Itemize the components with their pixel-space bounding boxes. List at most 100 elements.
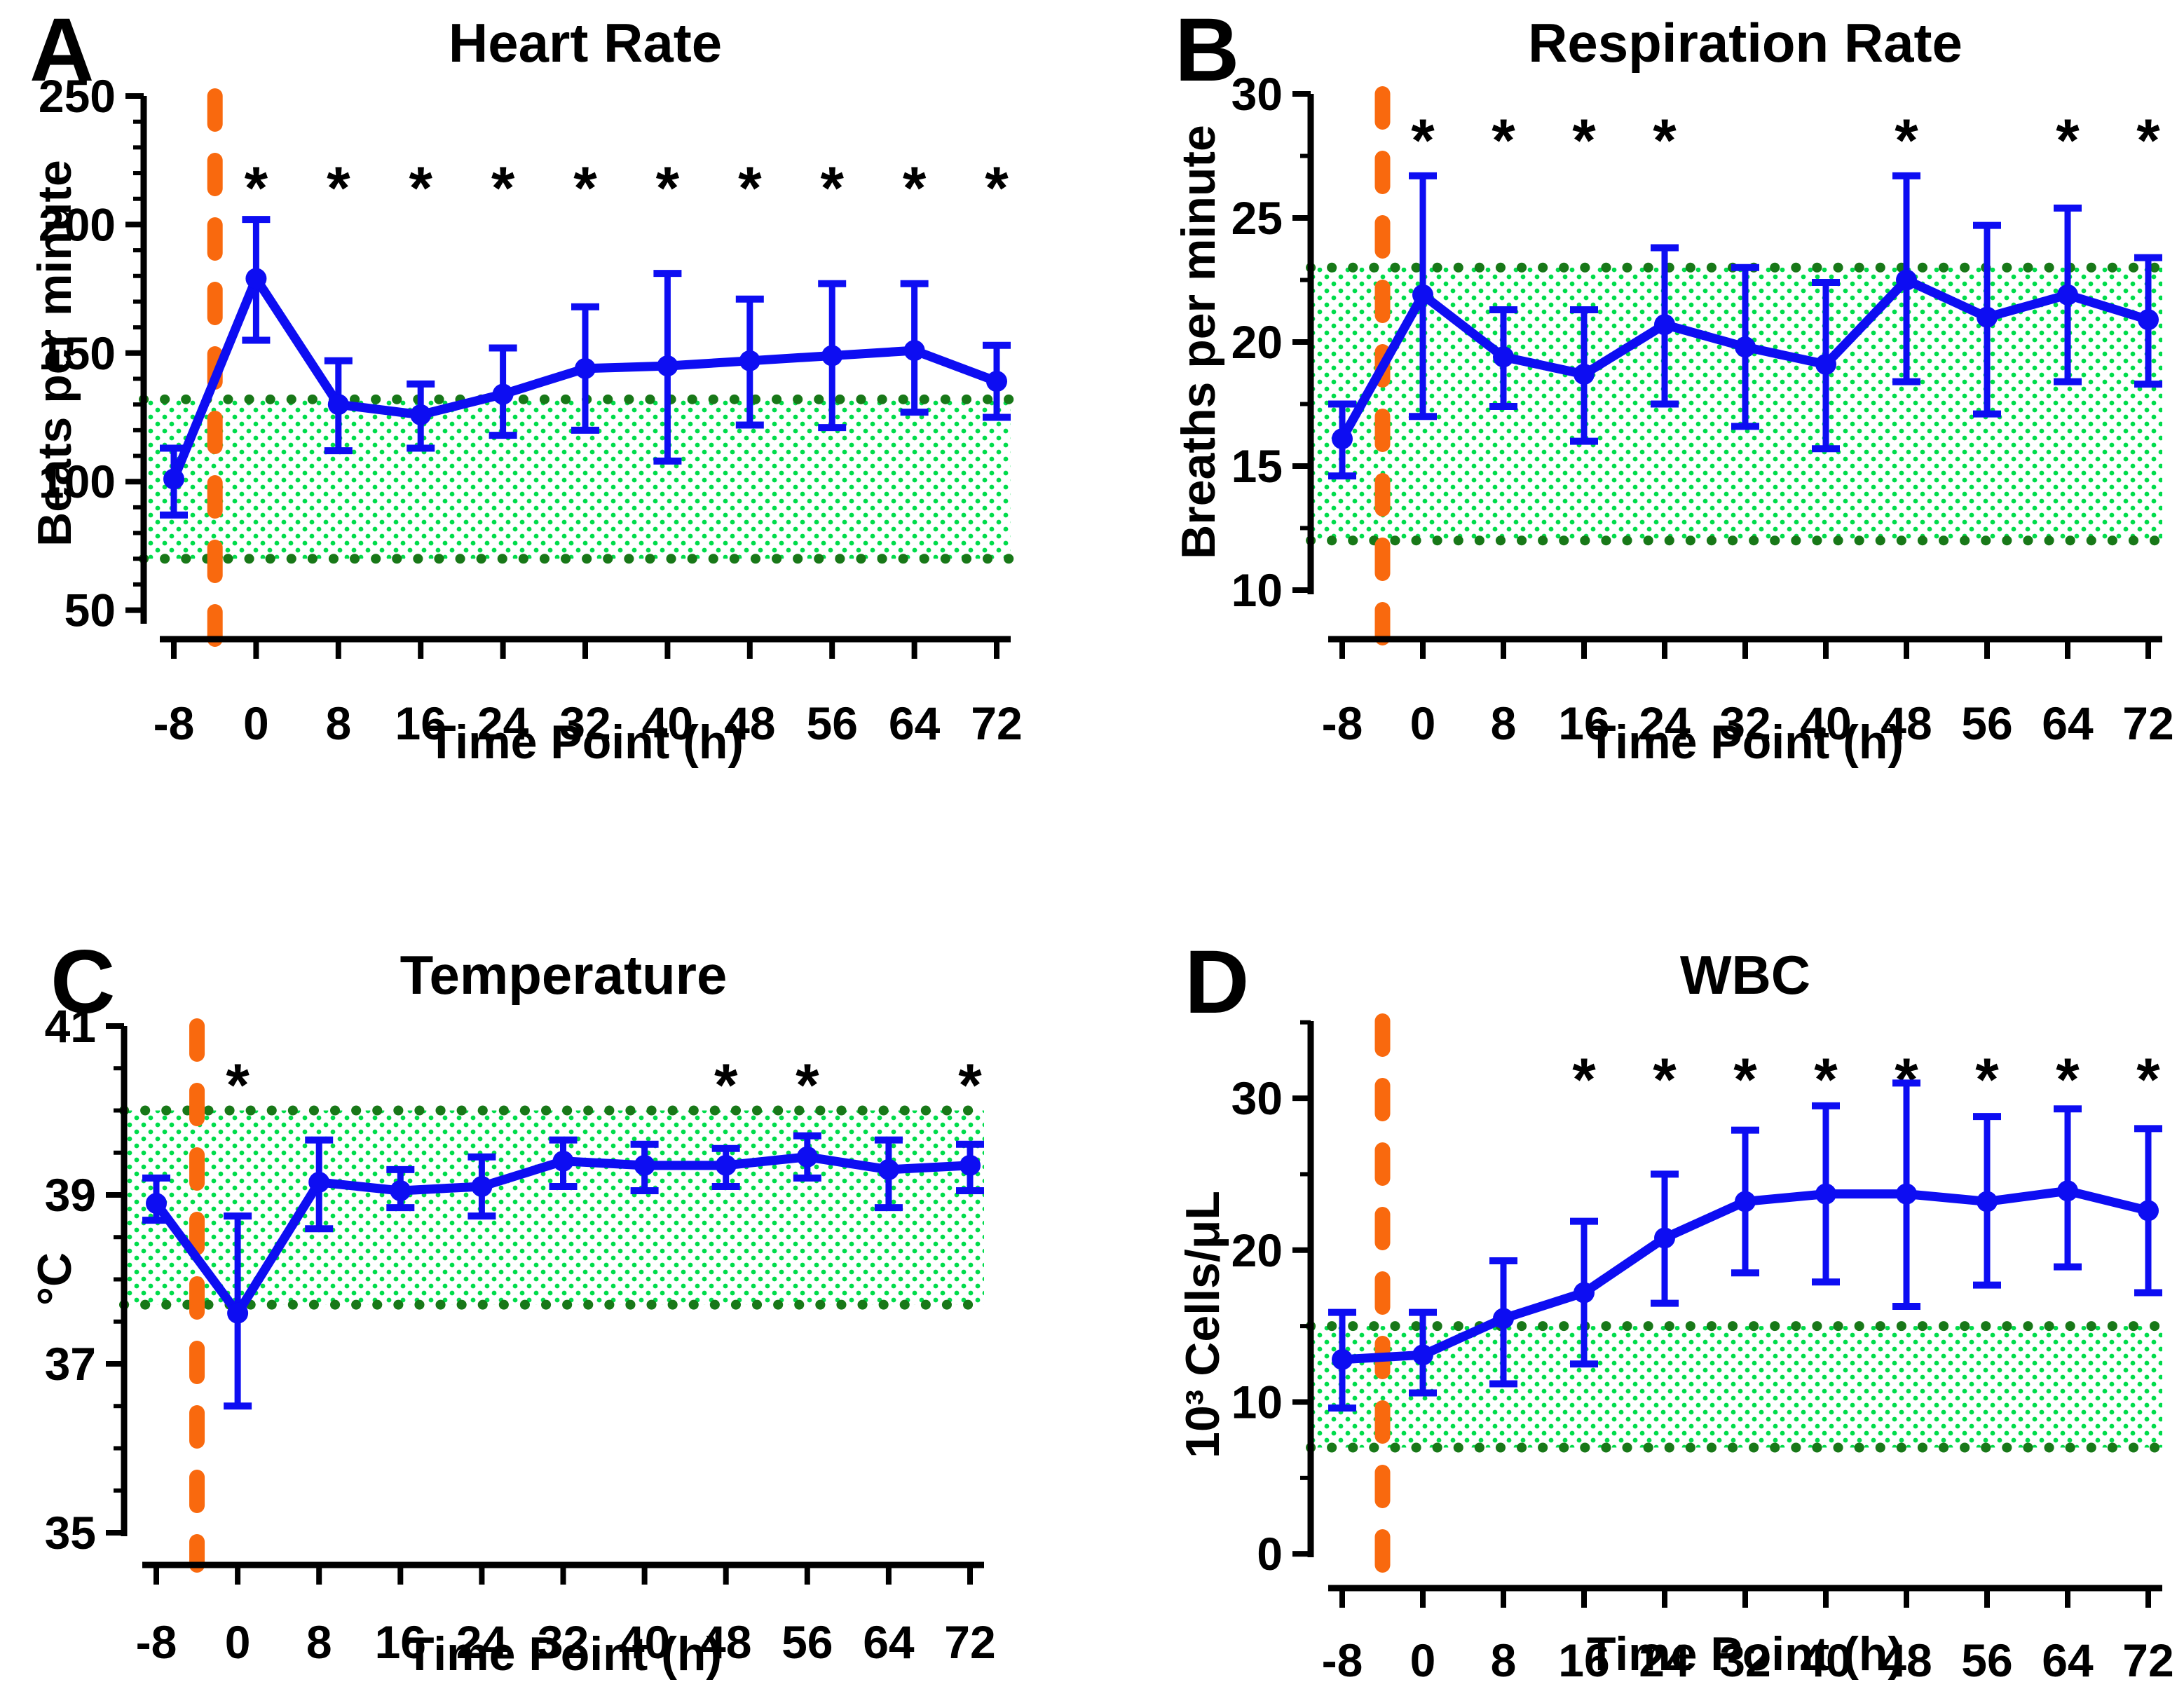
svg-text:56: 56: [1961, 1634, 2012, 1682]
svg-text:*: *: [985, 155, 1009, 222]
svg-text:40: 40: [1800, 697, 1851, 749]
svg-text:*: *: [2136, 1046, 2160, 1114]
svg-text:*: *: [656, 155, 680, 222]
svg-text:37: 37: [45, 1338, 96, 1390]
svg-text:*: *: [796, 1052, 819, 1119]
svg-text:10: 10: [1231, 1376, 1283, 1428]
svg-text:20: 20: [1231, 1224, 1283, 1276]
svg-text:*: *: [1733, 1046, 1757, 1114]
svg-text:*: *: [409, 155, 432, 222]
svg-text:48: 48: [1881, 697, 1932, 749]
svg-text:*: *: [2056, 1046, 2080, 1114]
svg-text:56: 56: [806, 697, 857, 749]
svg-text:32: 32: [559, 697, 610, 749]
svg-text:16: 16: [395, 697, 446, 749]
svg-text:56: 56: [1961, 697, 2012, 749]
svg-text:*: *: [491, 155, 515, 222]
svg-text:*: *: [573, 155, 597, 222]
svg-text:10: 10: [1231, 564, 1283, 616]
svg-text:64: 64: [889, 697, 941, 749]
svg-text:24: 24: [1639, 697, 1691, 749]
svg-text:32: 32: [1719, 697, 1770, 749]
svg-text:24: 24: [477, 697, 529, 749]
panel-letter-a: A: [29, 0, 95, 100]
svg-text:40: 40: [642, 697, 693, 749]
svg-text:*: *: [958, 1052, 982, 1119]
chart-title-respiration-rate: Respiration Rate: [1528, 12, 1963, 74]
chart-title-heart-rate: Heart Rate: [448, 12, 723, 74]
svg-text:48: 48: [724, 697, 775, 749]
x-axis-title-respiration-rate: Time Point (h): [1586, 716, 1904, 769]
svg-text:39: 39: [45, 1169, 96, 1221]
svg-text:20: 20: [1231, 316, 1283, 368]
svg-text:72: 72: [971, 697, 1022, 749]
svg-text:72: 72: [2122, 697, 2173, 749]
x-axis-title-heart-rate: Time Point (h): [426, 716, 744, 769]
chart-title-wbc: WBC: [1679, 944, 1811, 1006]
svg-text:48: 48: [700, 1616, 751, 1668]
svg-text:*: *: [245, 155, 268, 222]
chart-title-temperature: Temperature: [400, 944, 728, 1006]
svg-text:8: 8: [325, 697, 351, 749]
svg-text:*: *: [1572, 1046, 1596, 1114]
svg-text:*: *: [1411, 107, 1435, 175]
svg-text:64: 64: [2042, 1634, 2094, 1682]
x-axis-title-temperature: Time Point (h): [404, 1627, 723, 1681]
panel-letter-b: B: [1175, 0, 1240, 100]
svg-text:-8: -8: [1322, 1634, 1363, 1682]
svg-text:*: *: [738, 155, 762, 222]
svg-text:48: 48: [1881, 1634, 1932, 1682]
svg-text:*: *: [1572, 107, 1596, 175]
svg-text:8: 8: [1491, 697, 1517, 749]
svg-text:0: 0: [1410, 697, 1436, 749]
svg-text:16: 16: [1558, 697, 1609, 749]
svg-text:*: *: [1975, 1046, 1999, 1114]
svg-text:*: *: [1653, 107, 1677, 175]
svg-text:200: 200: [39, 198, 116, 250]
panel-letter-d: D: [1185, 932, 1250, 1032]
svg-text:*: *: [1895, 107, 1918, 175]
svg-text:*: *: [327, 155, 350, 222]
svg-text:50: 50: [64, 584, 116, 636]
svg-text:*: *: [820, 155, 844, 222]
svg-text:8: 8: [1491, 1634, 1517, 1682]
svg-text:0: 0: [243, 697, 269, 749]
svg-text:32: 32: [538, 1616, 589, 1668]
svg-text:16: 16: [1558, 1634, 1609, 1682]
heart-rate-line-chart: 50 100 150 200 250 -8 0 8 16 24 32 40 48 56 64 72 * * * * * *…: [39, 70, 1023, 749]
svg-text:16: 16: [375, 1616, 426, 1668]
svg-text:64: 64: [2042, 697, 2094, 749]
svg-text:0: 0: [1410, 1634, 1436, 1682]
svg-text:-8: -8: [1322, 697, 1363, 749]
svg-text:100: 100: [39, 456, 116, 507]
x-axis-title-wbc: Time Point (h): [1586, 1627, 1904, 1681]
respiration-rate-line-chart: 10 15 20 25 30 -8 0 8 16 24 32 40 48 56 64 72 * * * * * * *: [1231, 68, 2174, 749]
panel-letter-c: C: [50, 932, 116, 1032]
svg-text:30: 30: [1231, 1072, 1283, 1124]
panel-wbc: D WBC 10³ Cells/μL Time Point (h) 0 10 20 3…: [1092, 841, 2184, 1682]
svg-text:72: 72: [944, 1616, 995, 1668]
svg-text:35: 35: [45, 1507, 96, 1559]
svg-text:24: 24: [456, 1616, 508, 1668]
svg-text:41: 41: [45, 1000, 96, 1052]
panel-heart-rate: A Heart Rate Beats per minute Time Point…: [0, 0, 1092, 841]
svg-text:*: *: [1653, 1046, 1677, 1114]
svg-text:25: 25: [1231, 192, 1283, 244]
svg-text:40: 40: [1800, 1634, 1851, 1682]
svg-text:0: 0: [225, 1616, 251, 1668]
svg-text:*: *: [714, 1052, 738, 1119]
svg-text:*: *: [1492, 107, 1515, 175]
panel-temperature: C Temperature °C Time Point (h) 35 37 39 41…: [0, 841, 1092, 1682]
svg-text:250: 250: [39, 70, 116, 122]
svg-text:8: 8: [306, 1616, 332, 1668]
svg-text:*: *: [903, 155, 927, 222]
panel-respiration-rate: B Respiration Rate Breaths per minute Ti…: [1092, 0, 2184, 841]
svg-text:40: 40: [619, 1616, 670, 1668]
svg-text:15: 15: [1231, 440, 1283, 492]
svg-text:-8: -8: [136, 1616, 177, 1668]
svg-text:24: 24: [1639, 1634, 1691, 1682]
svg-text:-8: -8: [153, 697, 195, 749]
svg-text:30: 30: [1231, 68, 1283, 120]
